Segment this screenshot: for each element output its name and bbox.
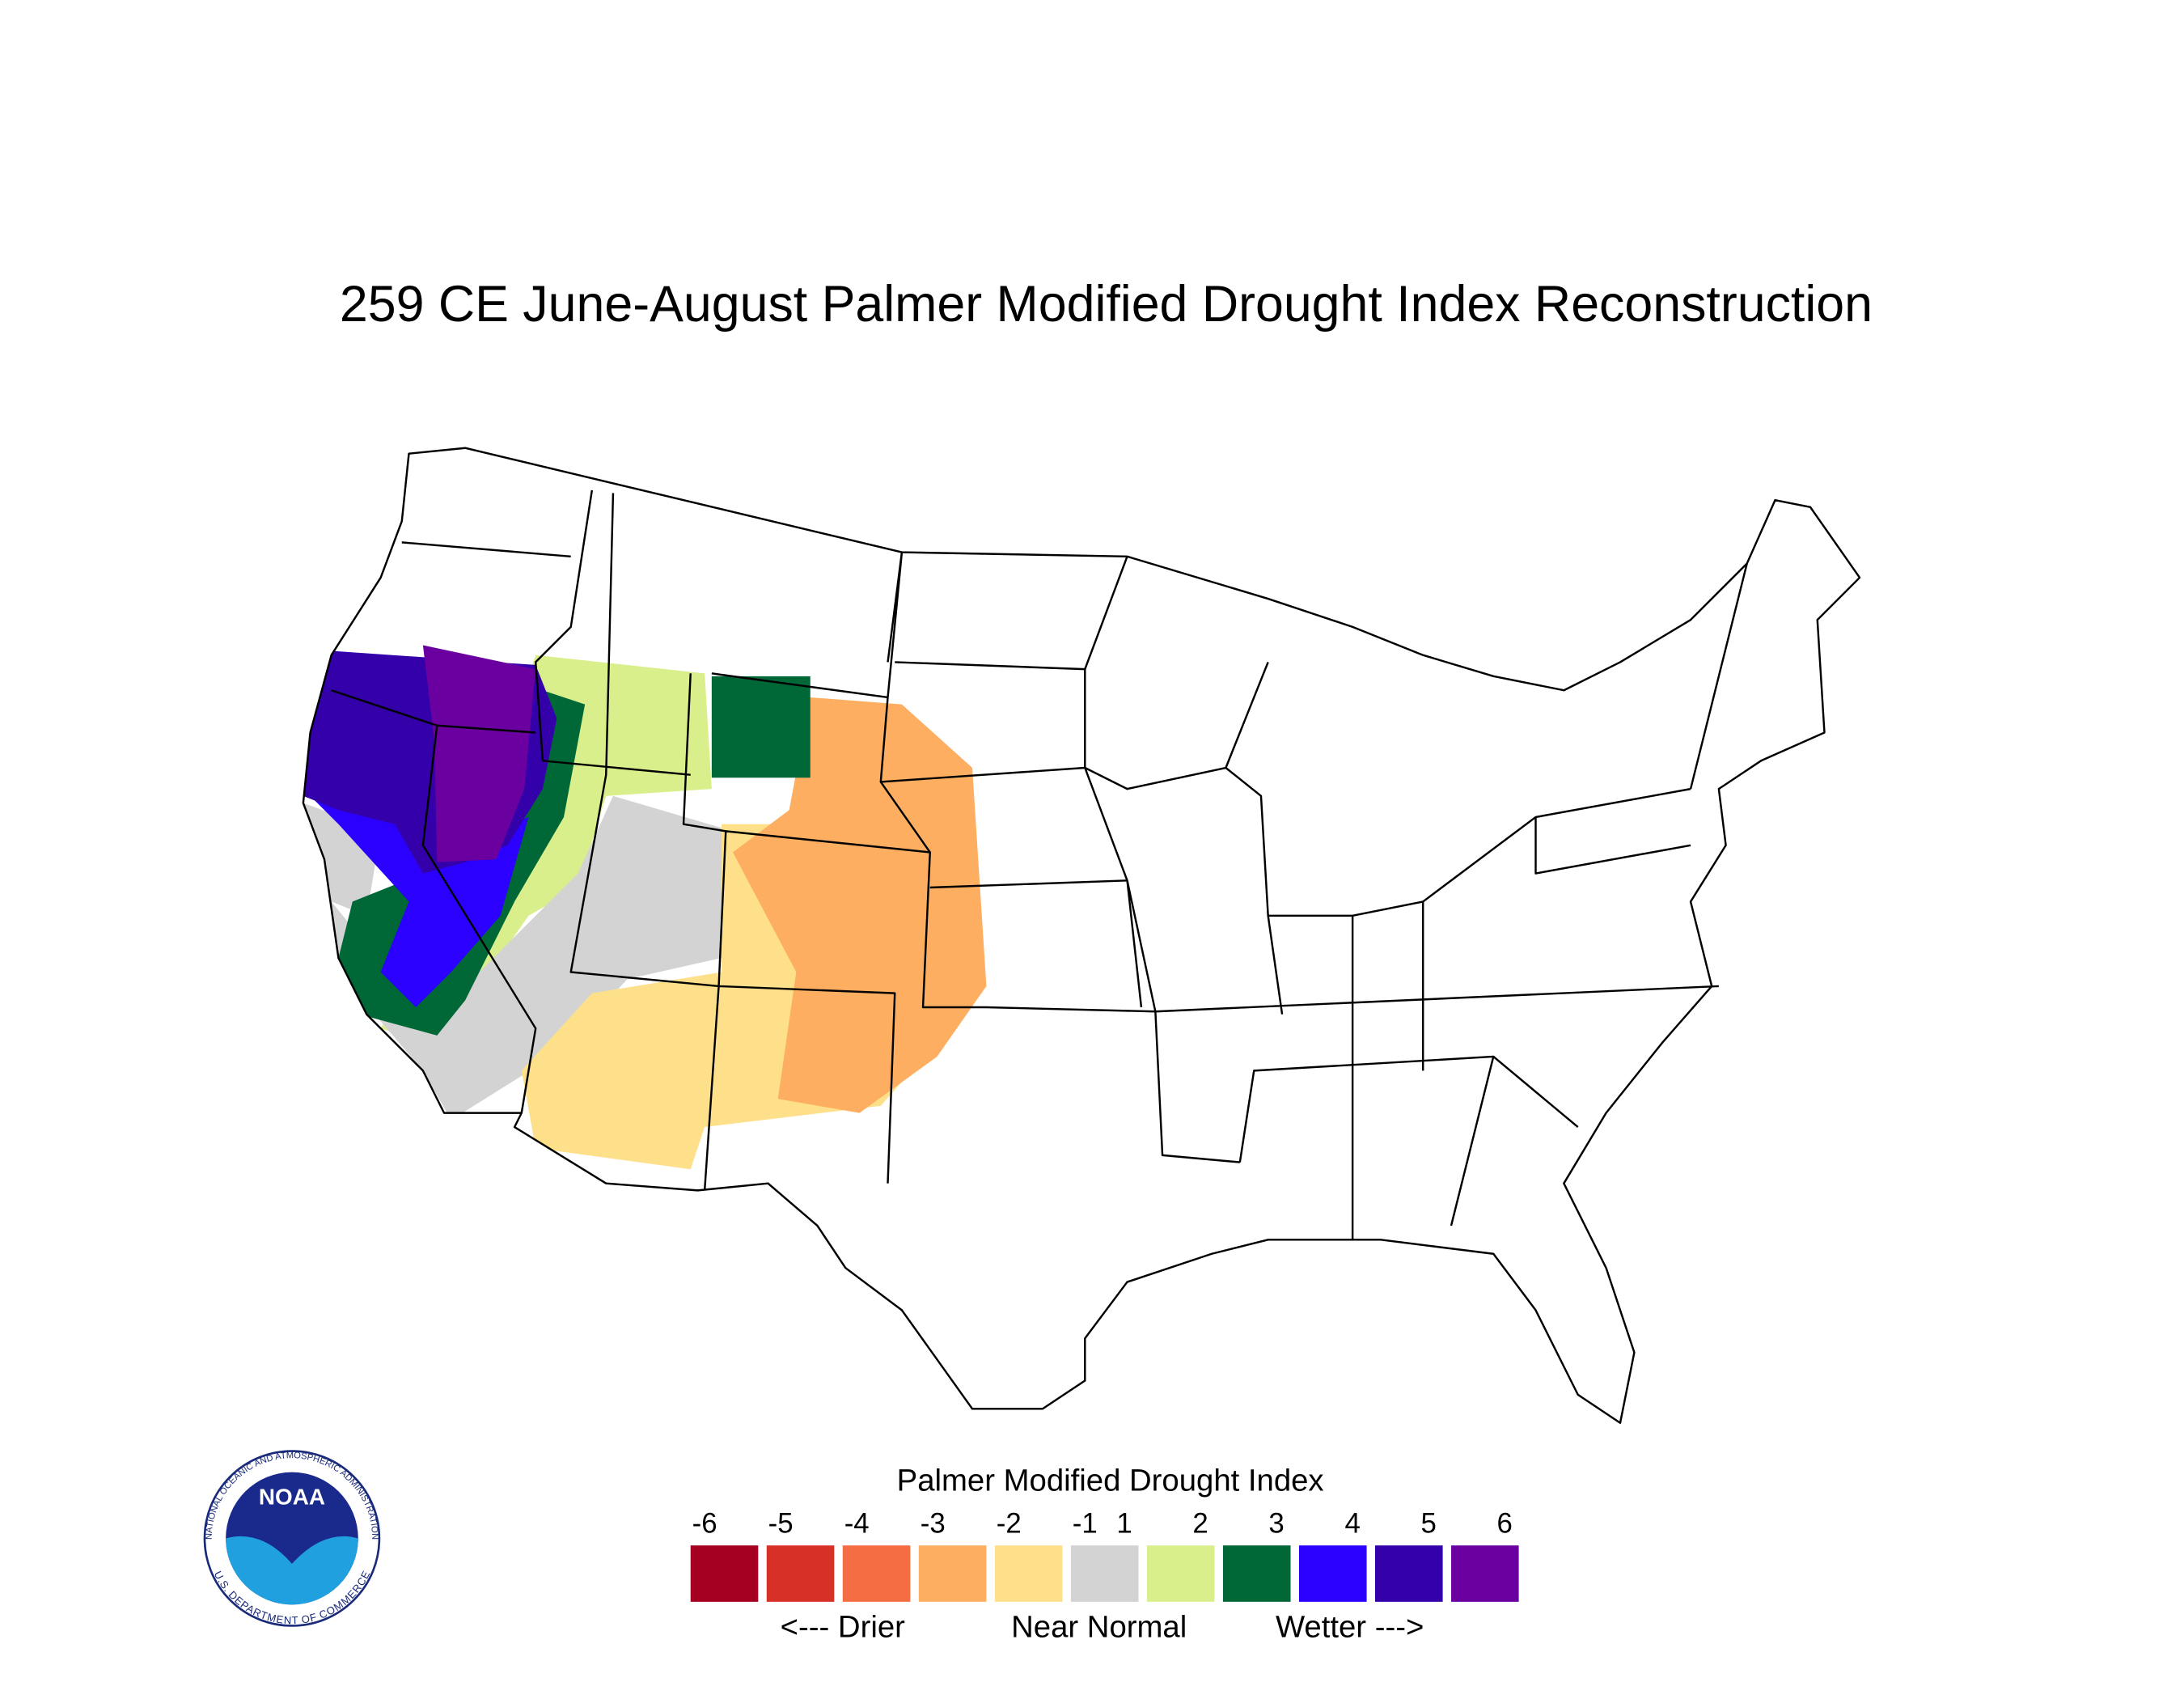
state-borders (331, 489, 1748, 1240)
legend-caption: <--- Drier (781, 1609, 905, 1644)
legend-label: -6 (692, 1508, 717, 1540)
legend-label: 2 (1192, 1508, 1208, 1540)
legend-swatch (766, 1545, 835, 1602)
legend-swatch (1298, 1545, 1367, 1602)
map-title: 259 CE June-August Palmer Modified Droug… (340, 276, 1873, 333)
legend-label: 4 (1344, 1508, 1360, 1540)
legend-label: -3 (921, 1508, 946, 1540)
legend-swatch (690, 1545, 759, 1602)
legend-label: -2 (997, 1508, 1022, 1540)
legend-title: Palmer Modified Drought Index (897, 1463, 1324, 1498)
region-normal (303, 795, 733, 1121)
legend-swatch (842, 1545, 911, 1602)
legend-swatch (1070, 1545, 1139, 1602)
legend-caption: Wetter ---> (1276, 1609, 1424, 1644)
pmdi-field (303, 645, 987, 1170)
legend-swatch (994, 1545, 1063, 1602)
legend-caption: Near Normal (1011, 1609, 1187, 1644)
legend-swatch (1451, 1545, 1519, 1602)
legend-label: 6 (1497, 1508, 1513, 1540)
legend-label: 3 (1268, 1508, 1284, 1540)
region-extreme-wet (422, 645, 536, 862)
noaa-logo: NOAA NATIONAL OCEANIC AND ATMOSPHERIC AD… (203, 1450, 381, 1627)
legend-label: -5 (768, 1508, 794, 1540)
logo-name: NOAA (259, 1485, 325, 1510)
legend-label: 5 (1420, 1508, 1436, 1540)
legend-swatch (1146, 1545, 1215, 1602)
legend: -6 -5 -4 -3 -2 -1 1 2 3 4 5 6 <--- Drier Near Normal W… (690, 1508, 1519, 1644)
region-dry (732, 697, 987, 1113)
legend-swatch (1375, 1545, 1443, 1602)
logo-sea (226, 1536, 358, 1605)
legend-label: -4 (844, 1508, 870, 1540)
legend-label: 1 (1116, 1508, 1132, 1540)
legend-label: -1 (1073, 1508, 1098, 1540)
legend-swatch (918, 1545, 987, 1602)
legend-swatch (1222, 1545, 1291, 1602)
region-wet-wy (711, 676, 811, 778)
